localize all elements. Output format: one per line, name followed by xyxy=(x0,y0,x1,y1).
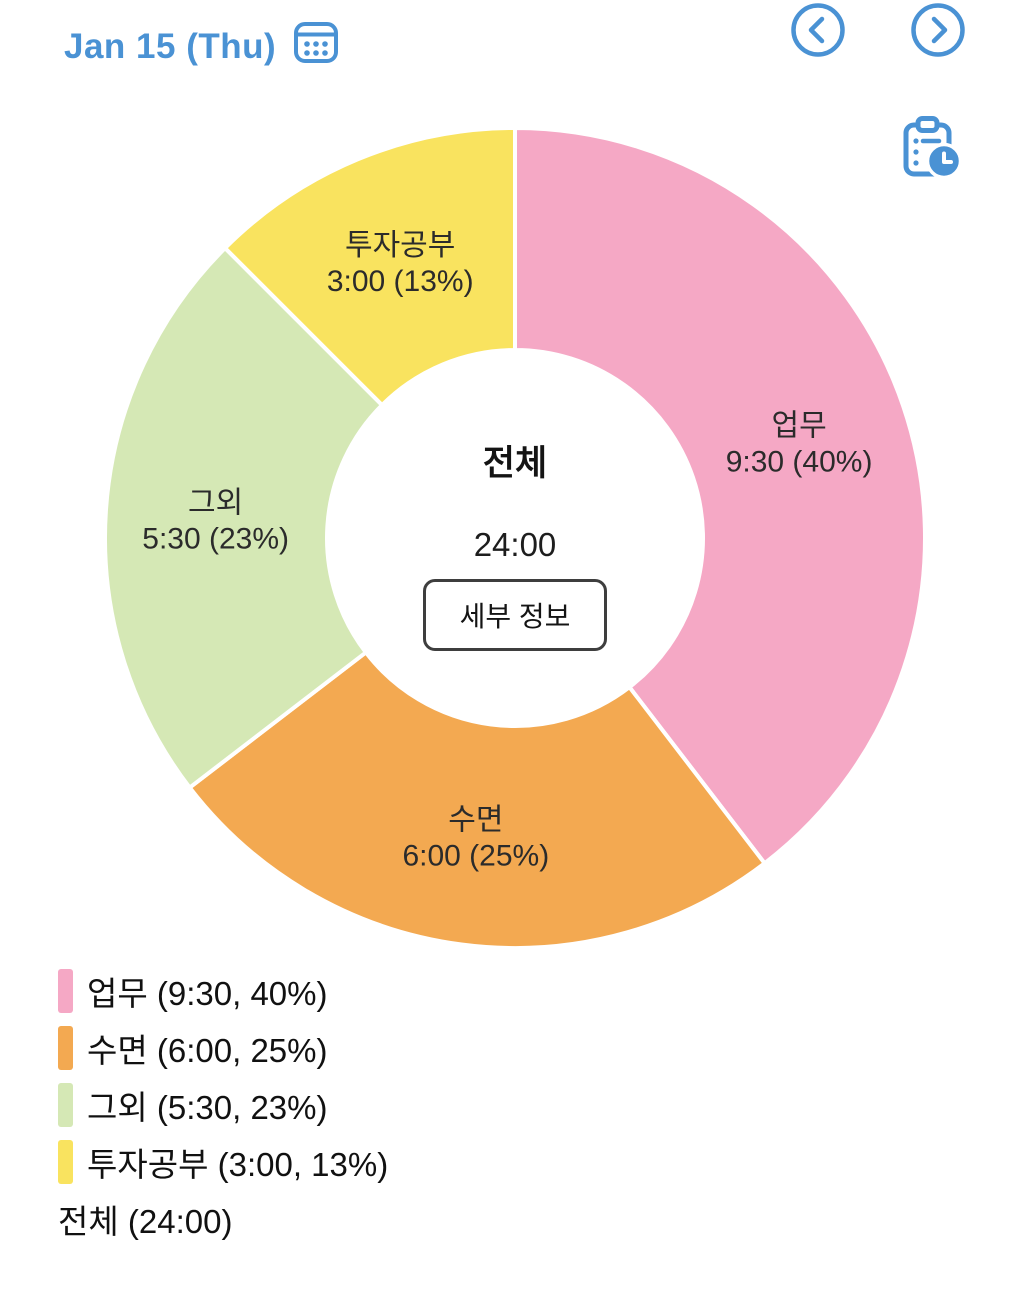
legend-swatch-3 xyxy=(58,1139,73,1184)
segment-label-2: 그외 5:30 (23%) xyxy=(142,486,289,555)
legend-item-3: 투자공부 (3:00, 13%) xyxy=(58,1133,388,1190)
legend-label-1: 수면 (6:00, 25%) xyxy=(87,1031,328,1069)
calendar-icon[interactable] xyxy=(292,18,340,75)
legend-swatch-2 xyxy=(58,1082,73,1127)
chevron-left-icon xyxy=(790,3,846,61)
segment-label-1: 수면 6:00 (25%) xyxy=(402,803,549,872)
time-report-button[interactable] xyxy=(901,114,963,184)
legend-label-2: 그외 (5:30, 23%) xyxy=(87,1088,328,1126)
chevron-right-icon xyxy=(910,3,966,61)
donut-chart: 업무 9:30 (40%) 수면 6:00 (25%) 그외 5:30 (23%) 투자공부… xyxy=(103,126,927,950)
donut-segment-0[interactable] xyxy=(513,126,927,866)
legend-label-0: 업무 (9:30, 40%) xyxy=(87,974,328,1012)
date-label: Jan 15 (Thu) xyxy=(64,26,277,66)
legend-total: 전체 (24:00) xyxy=(58,1190,388,1247)
details-button[interactable]: 세부 정보 xyxy=(422,579,608,651)
legend: 업무 (9:30, 40%) 수면 (6:00, 25%) 그외 (5:30, 23… xyxy=(58,962,388,1247)
donut-segment-2[interactable] xyxy=(103,246,385,790)
legend-total-label: 전체 (24:00) xyxy=(58,1202,233,1240)
donut-segment-1[interactable] xyxy=(187,650,767,950)
segment-label-3: 투자공부 3:00 (13%) xyxy=(327,229,474,298)
legend-item-2: 그외 (5:30, 23%) xyxy=(58,1076,388,1133)
previous-day-button[interactable] xyxy=(790,2,846,58)
date-picker[interactable]: Jan 15 (Thu) xyxy=(64,18,340,75)
donut-segment-3[interactable] xyxy=(223,126,517,408)
legend-swatch-1 xyxy=(58,1025,73,1070)
next-day-button[interactable] xyxy=(910,2,966,58)
legend-item-1: 수면 (6:00, 25%) xyxy=(58,1019,388,1076)
clipboard-clock-icon xyxy=(901,116,963,187)
segment-label-0: 업무 9:30 (40%) xyxy=(726,410,873,479)
legend-swatch-0 xyxy=(58,968,73,1013)
legend-label-3: 투자공부 (3:00, 13%) xyxy=(87,1145,389,1183)
legend-item-0: 업무 (9:30, 40%) xyxy=(58,962,388,1019)
